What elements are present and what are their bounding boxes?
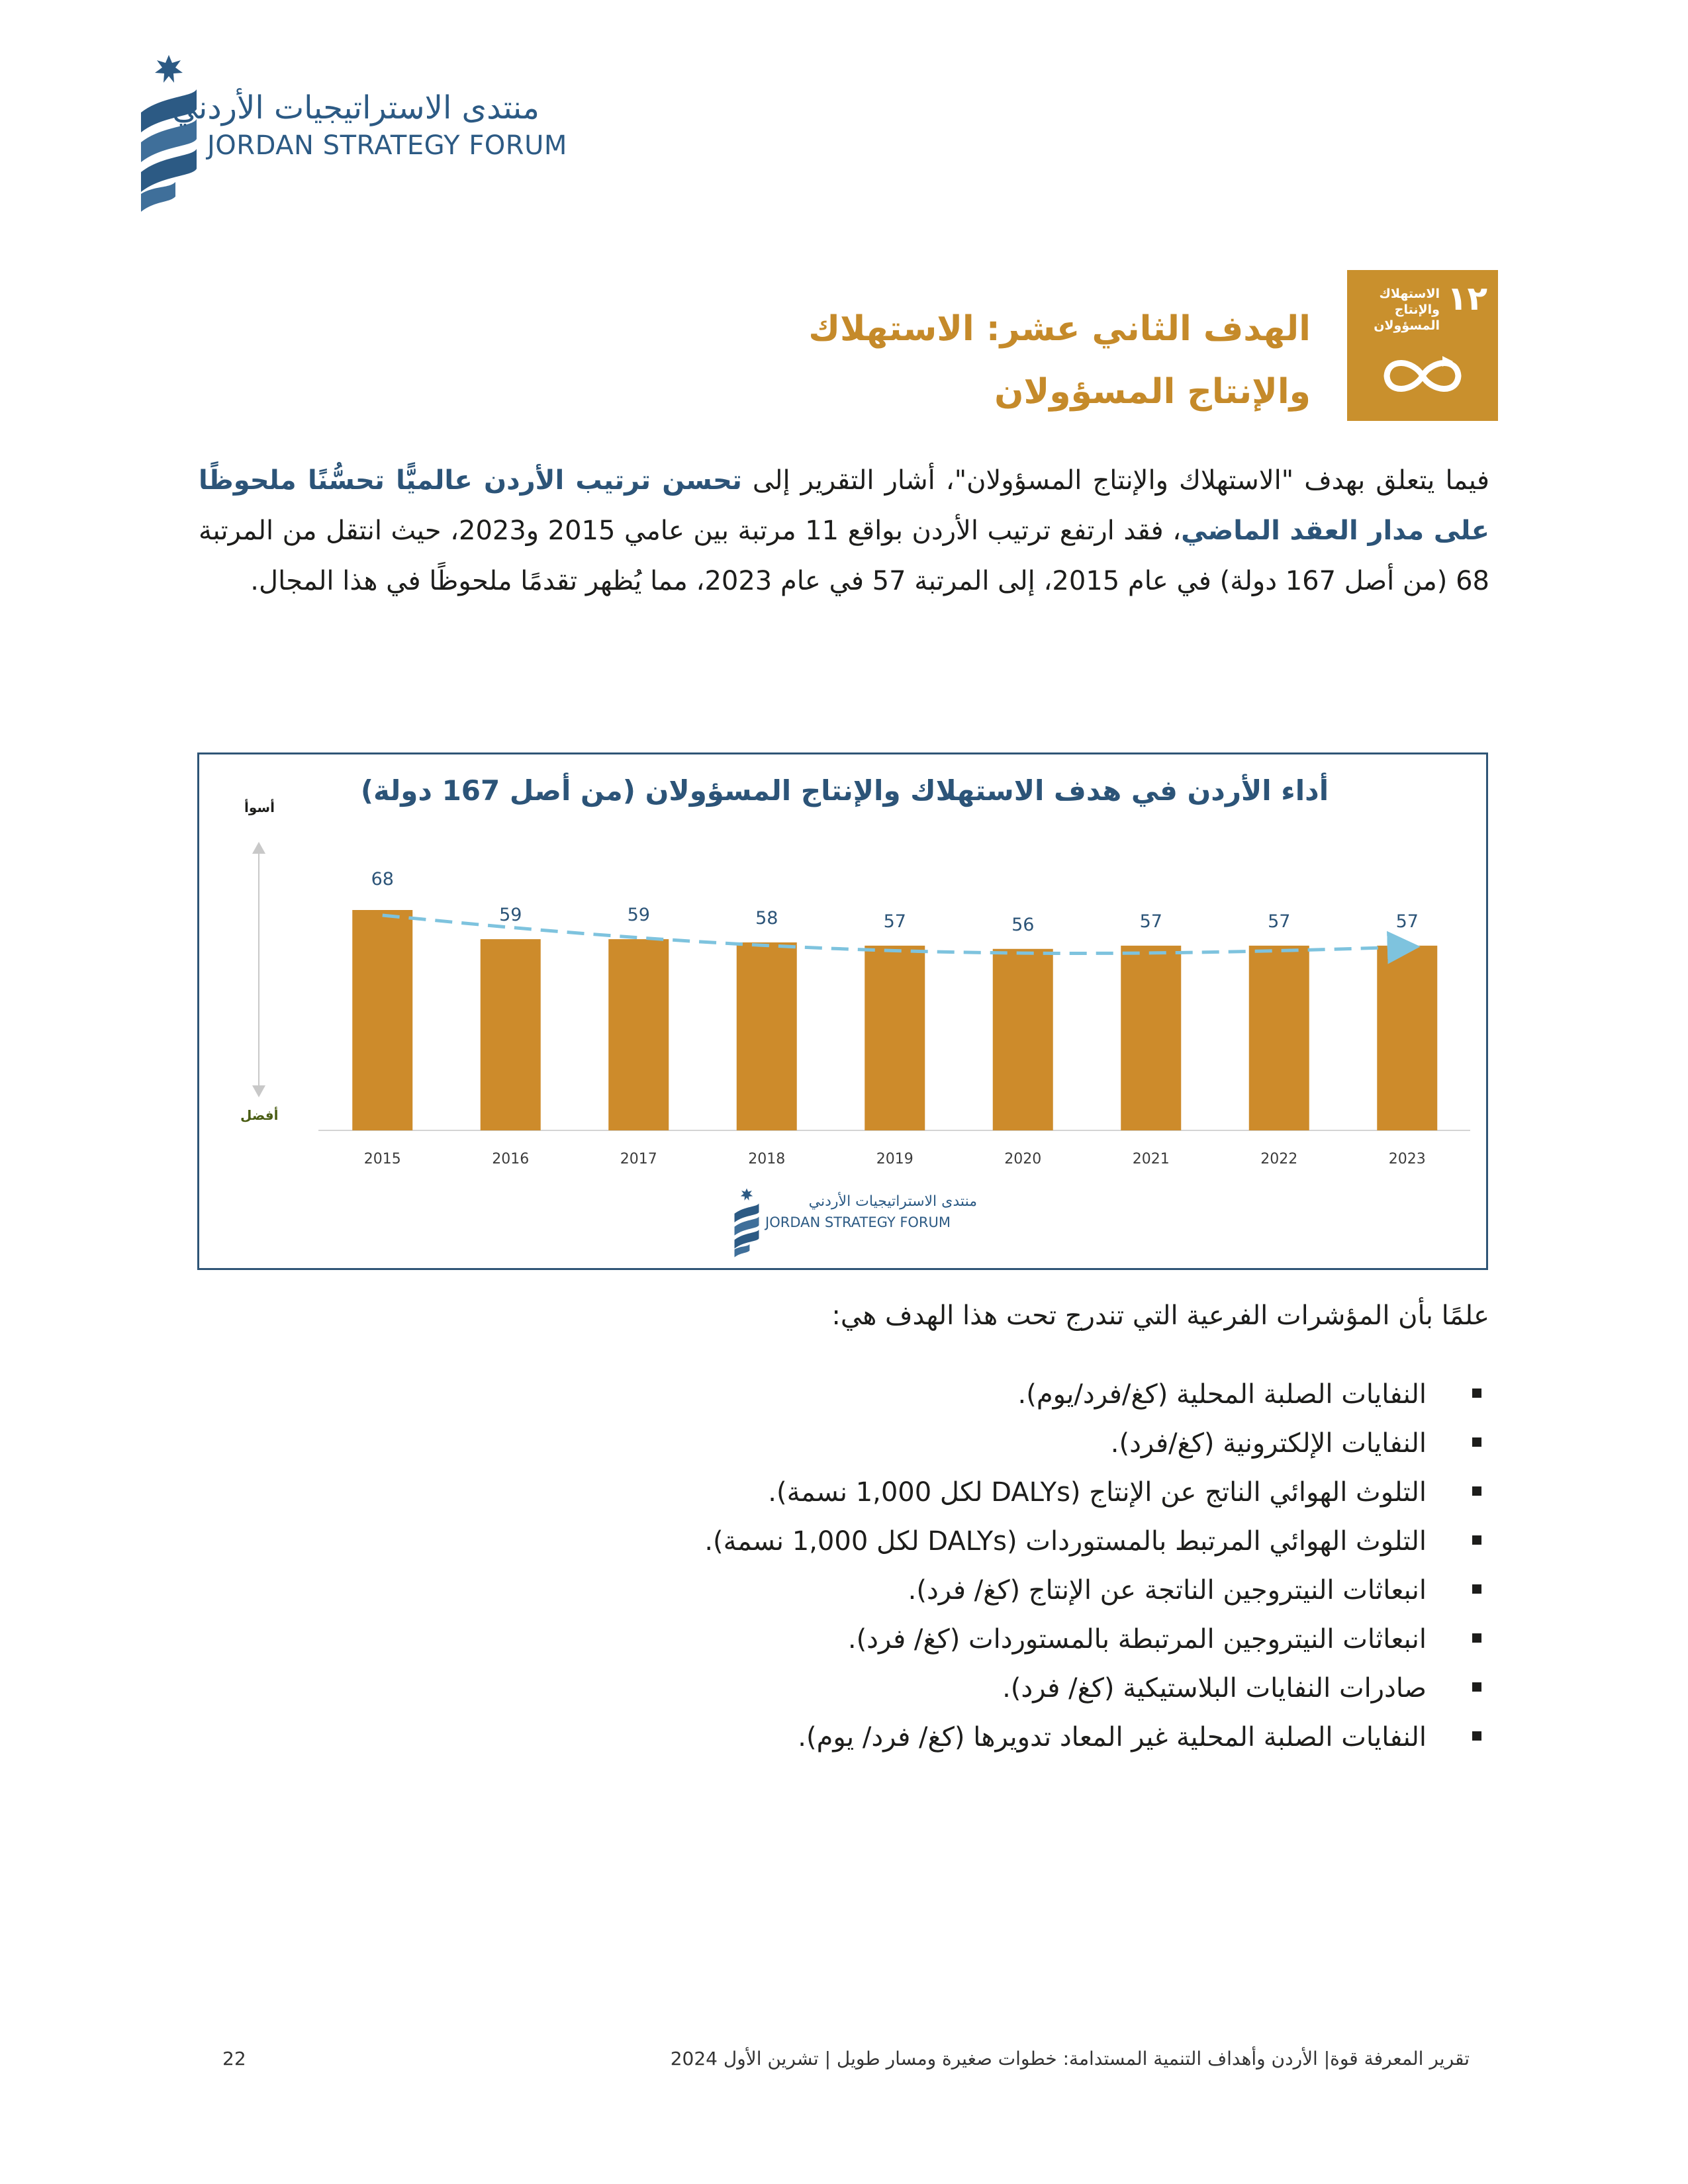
list-item-text: التلوث الهوائي الناتج عن الإنتاج (DALYs … xyxy=(768,1477,1427,1508)
intro-text-2: ، فقد ارتفع ترتيب الأردن بواقع 11 مرتبة … xyxy=(199,516,1489,596)
list-item: انبعاثات النيتروجين المرتبطة بالمستوردات… xyxy=(199,1615,1489,1664)
data-label-2023: 57 xyxy=(1396,911,1419,932)
sdg-12-badge: ١٢ الاستهلاك والإنتاج المسؤولان xyxy=(1347,270,1498,421)
data-label-2015: 68 xyxy=(371,869,394,889)
page-number: 22 xyxy=(222,2048,246,2070)
bar-2015 xyxy=(352,910,413,1130)
indicator-list: النفايات الصلبة المحلية (كغ/فرد/يوم). ال… xyxy=(199,1370,1489,1762)
header-logo: منتدى الاستراتيجيات الأردني JORDAN STRAT… xyxy=(136,50,567,215)
x-tick-2023: 2023 xyxy=(1389,1151,1426,1167)
infinity-icon xyxy=(1383,356,1462,392)
x-tick-2019: 2019 xyxy=(876,1151,914,1167)
x-tick-2016: 2016 xyxy=(492,1151,529,1167)
bullet-icon xyxy=(1472,1535,1481,1545)
data-label-2021: 57 xyxy=(1140,911,1162,932)
bullet-icon xyxy=(1472,1388,1481,1398)
x-tick-2022: 2022 xyxy=(1260,1151,1297,1167)
data-label-2022: 57 xyxy=(1268,911,1290,932)
chart-title: أداء الأردن في هدف الاستهلاك والإنتاج ال… xyxy=(360,774,1329,807)
intro-text-1: فيما يتعلق بهدف "الاستهلاك والإنتاج المس… xyxy=(741,465,1489,496)
list-item-text: التلوث الهوائي المرتبط بالمستوردات (DALY… xyxy=(704,1526,1427,1557)
data-label-2019: 57 xyxy=(884,911,906,932)
footer-text: تقرير المعرفة قوة| الأردن وأهداف التنمية… xyxy=(670,2048,1470,2070)
chart-plot: 68 59 59 58 57 56 57 57 57 2015 2016 2017 2018 2019 2… xyxy=(252,842,1470,1167)
direction-arrow-down xyxy=(252,1085,265,1097)
list-item: النفايات الإلكترونية (كغ/فرد). xyxy=(199,1419,1489,1468)
list-item-text: النفايات الصلبة المحلية (كغ/فرد/يوم). xyxy=(1017,1379,1427,1410)
bullet-icon xyxy=(1472,1682,1481,1692)
sdg-label: الاستهلاك والإنتاج المسؤولان xyxy=(1374,287,1440,333)
intro-emphasis: تحسن ترتيب الأردن عالميًّا تحسُّنًا ملحو… xyxy=(199,465,1489,546)
bar-2016 xyxy=(480,939,541,1130)
jsf-logo-icon xyxy=(734,1188,759,1257)
chart-watermark-logo: منتدى الاستراتيجيات الأردني JORDAN STRAT… xyxy=(732,1183,984,1262)
bullet-icon xyxy=(1472,1731,1481,1741)
intro-paragraph: فيما يتعلق بهدف "الاستهلاك والإنتاج المس… xyxy=(199,455,1489,606)
data-label-2016: 59 xyxy=(499,905,522,925)
bullet-icon xyxy=(1472,1437,1481,1447)
list-item: انبعاثات النيتروجين الناتجة عن الإنتاج (… xyxy=(199,1566,1489,1615)
x-tick-2021: 2021 xyxy=(1133,1151,1170,1167)
bar-2019 xyxy=(865,945,925,1130)
axis-label-worse: أسوأ xyxy=(244,799,275,815)
trend-line xyxy=(382,913,1421,964)
list-item-text: النفايات الصلبة المحلية غير المعاد تدوير… xyxy=(798,1722,1427,1752)
goal-heading-line-2: والإنتاج المسؤولان xyxy=(994,372,1311,412)
goal-heading: الهدف الثاني عشر: الاستهلاك والإنتاج الم… xyxy=(516,298,1311,424)
logo-arabic-name: منتدى الاستراتيجيات الأردني xyxy=(172,89,539,126)
axis-label-better: أفضل xyxy=(240,1107,279,1123)
list-item: النفايات الصلبة المحلية غير المعاد تدوير… xyxy=(199,1713,1489,1762)
bar-2017 xyxy=(608,939,669,1130)
bar-2023 xyxy=(1377,945,1438,1130)
x-tick-2017: 2017 xyxy=(620,1151,657,1167)
list-item: النفايات الصلبة المحلية (كغ/فرد/يوم). xyxy=(199,1370,1489,1419)
bullet-icon xyxy=(1472,1486,1481,1496)
direction-arrow-up xyxy=(252,842,265,854)
list-item-text: انبعاثات النيتروجين الناتجة عن الإنتاج (… xyxy=(908,1575,1427,1606)
bullet-icon xyxy=(1472,1633,1481,1643)
bar-2021 xyxy=(1121,945,1182,1130)
x-tick-2020: 2020 xyxy=(1004,1151,1041,1167)
bar-2022 xyxy=(1248,945,1309,1130)
bar-2020 xyxy=(992,948,1053,1130)
data-label-2018: 58 xyxy=(755,908,778,929)
data-label-2017: 59 xyxy=(628,905,650,925)
chart-logo-arabic: منتدى الاستراتيجيات الأردني xyxy=(808,1193,977,1210)
indicators-intro: علمًا بأن المؤشرات الفرعية التي تندرج تح… xyxy=(831,1300,1489,1331)
data-label-2020: 56 xyxy=(1011,915,1034,935)
x-tick-2018: 2018 xyxy=(748,1151,785,1167)
list-item-text: النفايات الإلكترونية (كغ/فرد). xyxy=(1110,1428,1427,1459)
list-item: صادرات النفايات البلاستيكية (كغ/ فرد). xyxy=(199,1664,1489,1713)
bar-2018 xyxy=(736,942,797,1130)
chart-logo-english: JORDAN STRATEGY FORUM xyxy=(765,1214,951,1230)
x-tick-2015: 2015 xyxy=(364,1151,401,1167)
list-item: التلوث الهوائي الناتج عن الإنتاج (DALYs … xyxy=(199,1468,1489,1517)
list-item: التلوث الهوائي المرتبط بالمستوردات (DALY… xyxy=(199,1517,1489,1566)
sdg-number: ١٢ xyxy=(1446,279,1487,318)
jsf-logo-icon xyxy=(141,55,197,212)
rank-chart: أداء الأردن في هدف الاستهلاك والإنتاج ال… xyxy=(197,752,1488,1270)
logo-english-name: JORDAN STRATEGY FORUM xyxy=(207,130,567,161)
list-item-text: صادرات النفايات البلاستيكية (كغ/ فرد). xyxy=(1002,1673,1427,1704)
goal-heading-line-1: الهدف الثاني عشر: الاستهلاك xyxy=(808,309,1311,349)
bullet-icon xyxy=(1472,1584,1481,1594)
list-item-text: انبعاثات النيتروجين المرتبطة بالمستوردات… xyxy=(847,1624,1427,1655)
